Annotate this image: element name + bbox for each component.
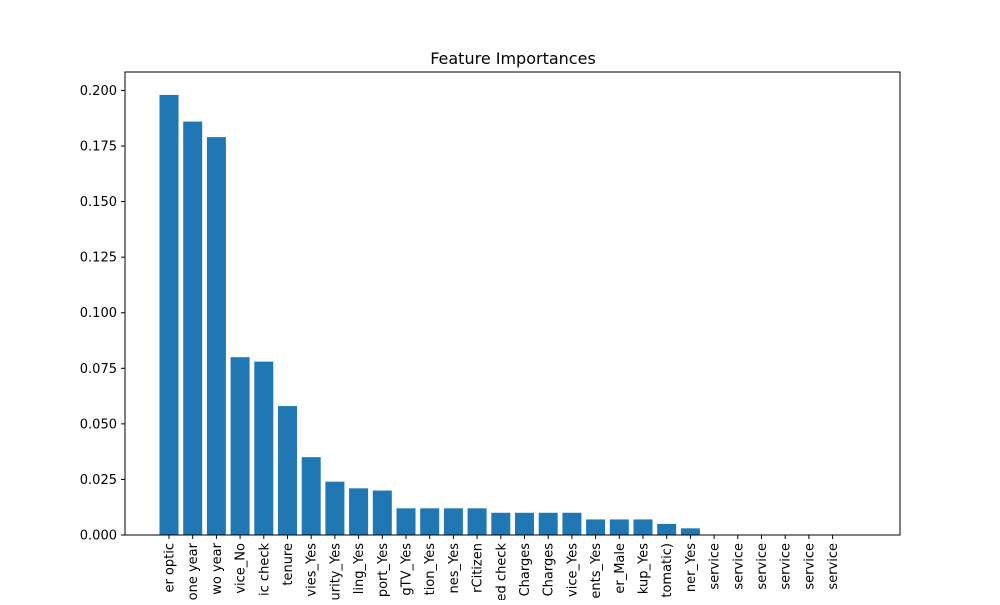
x-tick-label: tion_Yes bbox=[423, 543, 438, 596]
x-tick-label: vice_Yes bbox=[565, 543, 580, 597]
x-tick-label: er optic bbox=[163, 543, 178, 593]
bar-2 bbox=[206, 137, 226, 535]
y-axis: 0.000 0.025 0.050 0.075 0.100 0.125 0.150 0.175… bbox=[80, 84, 125, 544]
plot-frame bbox=[124, 71, 901, 536]
y-tick-label: 0.125 bbox=[80, 251, 117, 266]
bar-12 bbox=[443, 508, 463, 535]
y-tick-label: 0.175 bbox=[80, 140, 117, 155]
bar-21 bbox=[657, 523, 677, 535]
bar-20 bbox=[633, 519, 653, 535]
bar-10 bbox=[396, 508, 416, 535]
x-tick-label: er_Male bbox=[613, 543, 628, 594]
x-tick-label: service bbox=[779, 543, 794, 590]
x-tick-label: Charges bbox=[518, 543, 533, 597]
bar-14 bbox=[491, 512, 511, 535]
y-tick-label: 0.050 bbox=[80, 417, 117, 432]
bar-22 bbox=[680, 528, 700, 535]
bar-1 bbox=[183, 121, 203, 535]
x-tick-label: service bbox=[802, 543, 817, 590]
bar-3 bbox=[230, 357, 250, 535]
bar-9 bbox=[372, 490, 392, 535]
y-tick-label: 0.025 bbox=[80, 473, 117, 488]
x-tick-label: port_Yes bbox=[376, 543, 391, 597]
x-tick-label: service bbox=[731, 543, 746, 590]
x-tick-label: kup_Yes bbox=[637, 543, 652, 594]
y-tick-label: 0.150 bbox=[80, 195, 117, 210]
x-tick-label: tomatic) bbox=[660, 543, 675, 598]
bar-11 bbox=[420, 508, 440, 535]
x-tick-label: rCitizen bbox=[471, 543, 486, 593]
x-tick-label: nes_Yes bbox=[447, 543, 462, 594]
bar-13 bbox=[467, 508, 487, 535]
bar-0 bbox=[159, 94, 179, 535]
x-tick-label: service bbox=[755, 543, 770, 590]
bar-19 bbox=[609, 519, 629, 535]
x-tick-label: service bbox=[826, 543, 841, 590]
x-tick-label: wo year bbox=[210, 542, 225, 594]
x-axis: er optic one year wo year vice_No ic check te… bbox=[163, 535, 841, 601]
x-tick-label: vice_No bbox=[234, 543, 249, 594]
y-tick-label: 0.000 bbox=[80, 529, 117, 544]
y-tick-label: 0.075 bbox=[80, 362, 117, 377]
x-tick-label: Charges bbox=[542, 543, 557, 597]
bar-15 bbox=[515, 512, 534, 535]
bar-16 bbox=[538, 512, 558, 535]
bars-layer bbox=[159, 94, 700, 535]
y-tick-label: 0.200 bbox=[80, 84, 117, 99]
x-tick-label: ling_Yes bbox=[352, 543, 367, 594]
bar-6 bbox=[301, 457, 321, 535]
y-tick-label: 0.100 bbox=[80, 306, 117, 321]
x-tick-label: ed check bbox=[494, 543, 509, 600]
x-tick-label: ents_Yes bbox=[589, 543, 604, 599]
x-tick-label: gTV_Yes bbox=[400, 543, 415, 596]
chart-title: Feature Importances bbox=[430, 49, 596, 68]
bar-18 bbox=[586, 519, 606, 535]
x-tick-label: service bbox=[708, 543, 723, 590]
x-tick-label: ner_Yes bbox=[684, 543, 699, 592]
x-tick-label: ic check bbox=[257, 543, 272, 596]
x-tick-label: one year bbox=[186, 542, 201, 600]
x-tick-label: tenure bbox=[281, 543, 296, 586]
x-tick-label: vies_Yes bbox=[305, 543, 320, 597]
bar-7 bbox=[325, 481, 345, 535]
x-tick-label: urity_Yes bbox=[328, 543, 343, 600]
bar-8 bbox=[349, 488, 369, 535]
bar-5 bbox=[278, 406, 297, 535]
bar-17 bbox=[562, 512, 582, 535]
bar-4 bbox=[254, 361, 274, 535]
